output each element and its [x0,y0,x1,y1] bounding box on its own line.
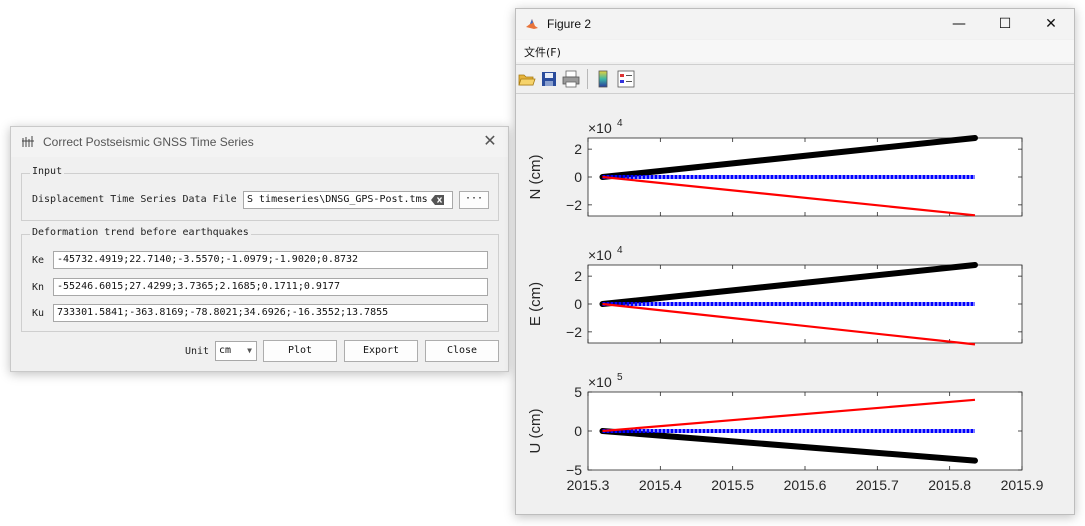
chart-u-series-black [599,428,978,464]
clear-input-icon[interactable] [431,195,445,205]
toolbar-separator [587,69,588,89]
open-icon[interactable] [518,70,536,88]
ku-label: Ku [32,308,45,319]
chart-u-xtick-label-0: 2015.3 [567,477,610,493]
chart-u-exponent-label: ×10 [588,374,612,390]
unit-select-value: cm [219,345,232,356]
close-window-icon[interactable]: ✕ [1045,16,1057,32]
save-icon[interactable] [540,70,558,88]
chart-u-xtick-label-1: 2015.4 [639,477,682,493]
chart-n-ytick-label-2: 2 [574,141,582,157]
dialog-titlebar[interactable]: Correct Postseismic GNSS Time Series ✕ [11,127,508,157]
chart-u-exponent-power: 5 [617,372,623,383]
ku-input[interactable]: 733301.5841;-363.8169;-78.8021;34.6926;-… [53,304,488,322]
chart-u-series-red [602,398,976,433]
trend-group-label: Deformation trend before earthquakes [30,227,251,238]
matlab-logo-icon [526,19,538,29]
figure-titlebar[interactable]: Figure 2 — ☐ ✕ [516,9,1074,39]
chart-n-ytick-label-1: 0 [574,169,582,185]
chart-u-ylabel: U (cm) [527,409,544,454]
chart-n-series-red [602,175,976,217]
menu-file[interactable]: 文件(F) [524,46,561,59]
chart-u-xtick-label-4: 2015.7 [856,477,899,493]
print-icon[interactable] [562,70,580,88]
ke-label: Ke [32,255,45,266]
close-button[interactable]: Close [425,340,499,362]
chart-n-ytick-label-0: −2 [566,197,582,213]
plot-button[interactable]: Plot [263,340,337,362]
chart-u-xtick-label-2: 2015.5 [711,477,754,493]
chart-e-series-black [599,262,978,307]
chart-e-ylabel: E (cm) [527,282,544,326]
colorbar-icon[interactable] [594,70,612,88]
toolbar [516,64,1074,94]
chart-u-xtick-label-6: 2015.9 [1001,477,1044,493]
chart-u-xtick-label-3: 2015.6 [784,477,827,493]
figure-title: Figure 2 [547,17,592,31]
chart-u-ytick-label-1: 0 [574,423,582,439]
file-path-input[interactable]: S timeseries\DNSG_GPS-Post.tms [243,191,453,209]
input-group-label: Input [30,166,65,177]
chart-e-exponent-label: ×10 [588,247,612,263]
figure-window: Figure 2 — ☐ ✕ 文件(F) [515,8,1075,515]
chart-n-series-black [599,135,978,180]
minimize-icon[interactable]: — [952,16,966,32]
file-label: Displacement Time Series Data File [32,194,237,205]
browse-button[interactable]: ··· [459,191,489,209]
chart-n-ylabel: N (cm) [527,155,544,200]
chart-n-exponent-power: 4 [617,118,623,129]
chart-e-ytick-label-1: 0 [574,296,582,312]
input-group: Input Displacement Time Series Data File… [21,166,499,221]
ke-input[interactable]: -45732.4919;22.7140;-3.5570;-1.0979;-1.9… [53,251,488,269]
maximize-icon[interactable]: ☐ [998,16,1012,32]
chevron-down-icon: ▼ [247,346,252,355]
figure-plot-area: −2 0 2 ×10 4 N (cm) −2 0 2 ×10 4 E (cm) −5 0 5 2015.3 20… [527,118,1044,493]
correct-postseismic-dialog: Correct Postseismic GNSS Time Series ✕ I… [10,126,509,372]
file-path-value: S timeseries\DNSG_GPS-Post.tms [247,194,428,205]
menubar: 文件(F) [516,40,1074,62]
chart-e-series-red [602,302,976,346]
chart-e-ytick-label-2: 2 [574,268,582,284]
chart-u-ytick-label-0: −5 [566,462,582,478]
chart-u-ytick-label-2: 5 [574,384,582,400]
chart-u-xtick-label-5: 2015.8 [928,477,971,493]
export-button[interactable]: Export [344,340,418,362]
chart-e-ytick-label-0: −2 [566,324,582,340]
chart-n-exponent-label: ×10 [588,120,612,136]
close-icon[interactable]: ✕ [483,131,497,150]
kn-input[interactable]: -55246.6015;27.4299;3.7365;2.1685;0.1711… [53,278,488,296]
deformation-trend-group: Deformation trend before earthquakes Ke … [21,227,499,332]
app-icon [22,136,34,147]
unit-select[interactable]: cm ▼ [215,341,257,361]
legend-icon[interactable] [617,70,635,88]
unit-label: Unit [185,346,210,357]
dialog-title: Correct Postseismic GNSS Time Series [43,135,254,149]
kn-label: Kn [32,282,45,293]
chart-e-exponent-power: 4 [617,245,623,256]
